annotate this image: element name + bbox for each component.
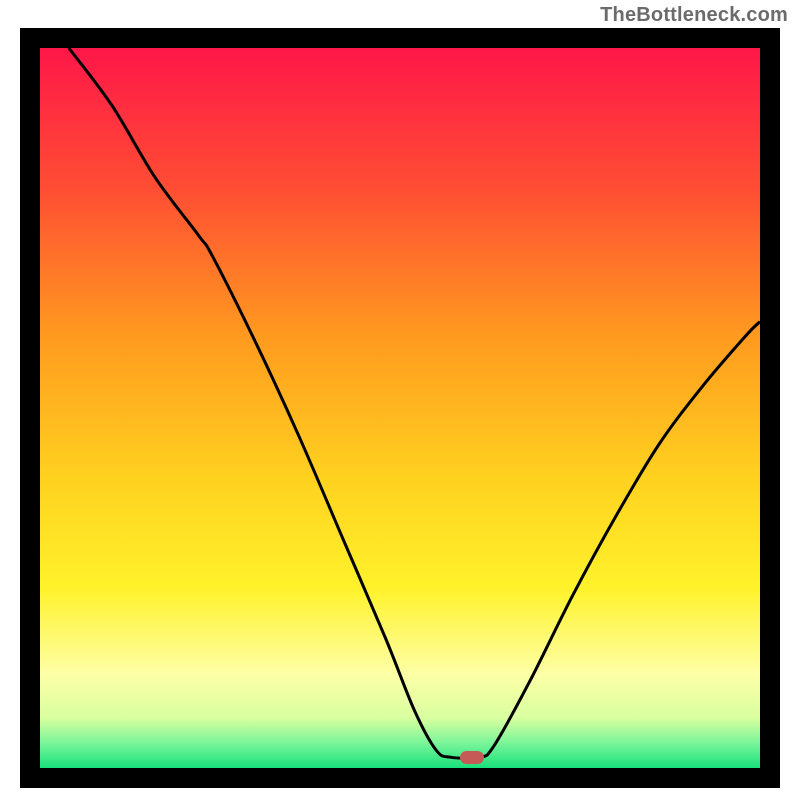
plot-area (40, 48, 760, 768)
minimum-marker (460, 751, 483, 764)
chart-frame (20, 28, 780, 788)
chart-container: TheBottleneck.com (0, 0, 800, 800)
watermark-text: TheBottleneck.com (600, 4, 788, 27)
bottleneck-curve (40, 48, 760, 768)
